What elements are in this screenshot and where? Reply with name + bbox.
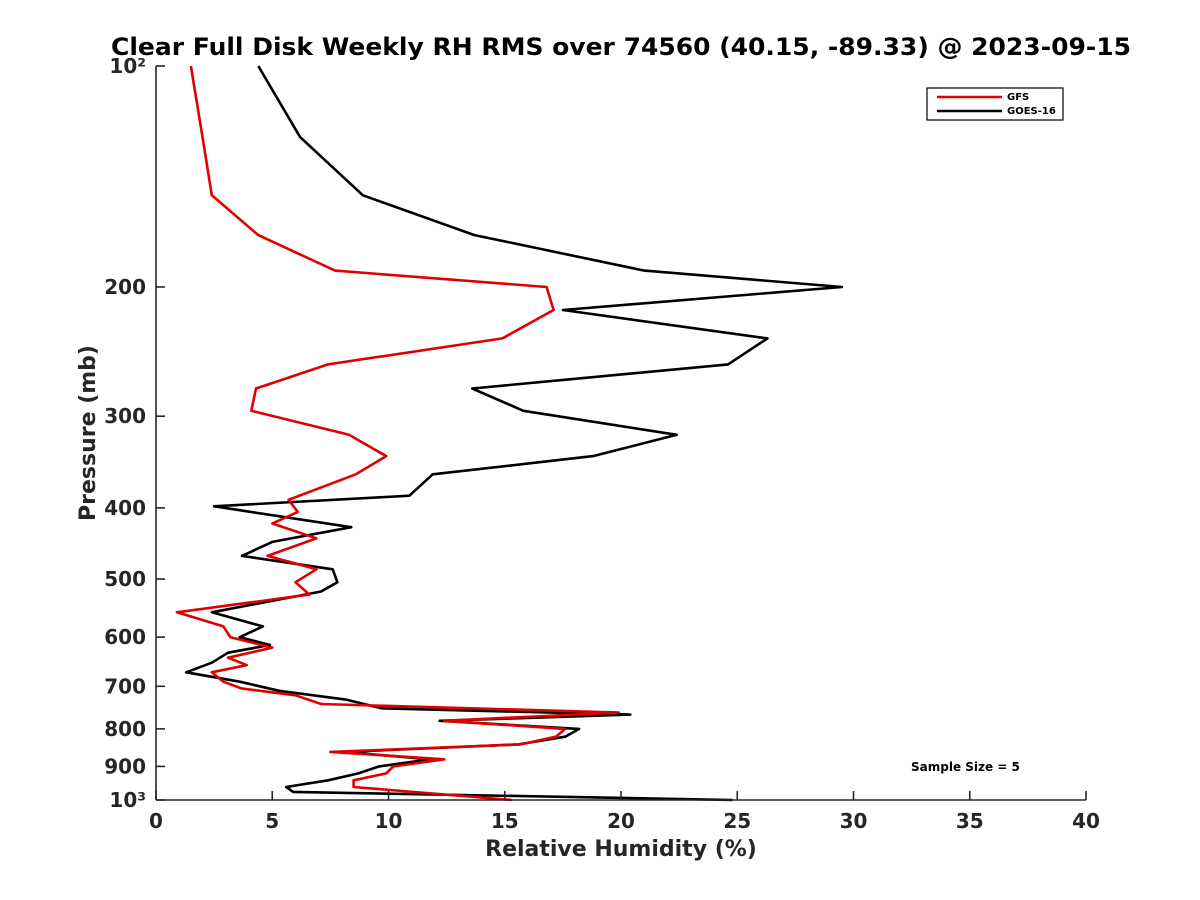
x-tick-label: 40 xyxy=(1072,809,1100,833)
legend: GFS GOES-16 xyxy=(926,87,1064,121)
legend-label-goes16: GOES-16 xyxy=(1007,106,1056,117)
y-tick-label: 400 xyxy=(104,496,146,520)
y-axis-ticks: 10² 200 300 400 500 600 700 800 900 10³ xyxy=(104,54,165,812)
x-tick-label: 25 xyxy=(723,809,751,833)
x-tick-label: 10 xyxy=(375,809,403,833)
x-tick-label: 35 xyxy=(956,809,984,833)
y-tick-label: 600 xyxy=(104,625,146,649)
y-tick-label: 500 xyxy=(104,567,146,591)
chart-marks xyxy=(175,65,844,802)
x-tick-label: 5 xyxy=(265,809,279,833)
series-line-gfs xyxy=(175,65,621,802)
x-axis-ticks: 0 5 10 15 20 25 30 35 40 xyxy=(149,791,1100,833)
y-tick-label: 300 xyxy=(104,404,146,428)
x-tick-label: 20 xyxy=(607,809,635,833)
sample-size-annotation: Sample Size = 5 xyxy=(911,760,1020,774)
x-tick-label: 0 xyxy=(149,809,163,833)
x-tick-label: 30 xyxy=(840,809,868,833)
chart-title: Clear Full Disk Weekly RH RMS over 74560… xyxy=(111,33,1131,61)
y-tick-label: 800 xyxy=(104,717,146,741)
y-tick-label: 10³ xyxy=(109,788,146,812)
legend-box xyxy=(926,87,1064,121)
legend-label-gfs: GFS xyxy=(1007,92,1029,103)
y-tick-label: 10² xyxy=(109,54,146,78)
y-tick-label: 700 xyxy=(104,674,146,698)
y-tick-label: 200 xyxy=(104,275,146,299)
x-tick-label: 15 xyxy=(491,809,519,833)
y-axis-label: Pressure (mb) xyxy=(76,345,101,521)
x-axis-label: Relative Humidity (%) xyxy=(485,837,757,862)
y-tick-label: 900 xyxy=(104,754,146,778)
plot-area xyxy=(156,66,1086,800)
